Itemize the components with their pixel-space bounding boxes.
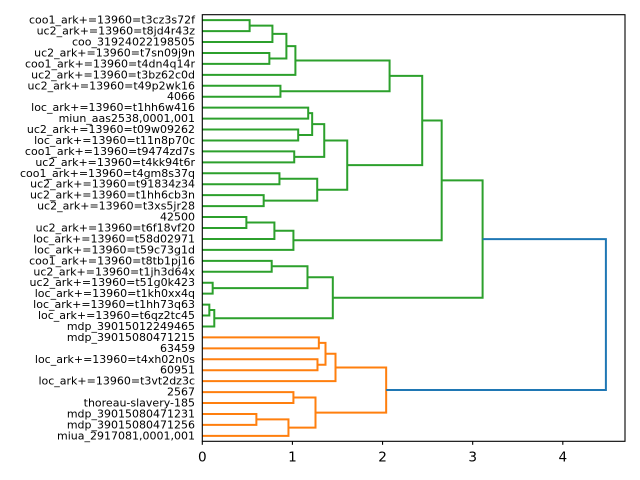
leaf-label: uc2_ark+=13960=t1jh3d64x [33,265,195,278]
dendrogram-link [214,276,334,320]
leaf-labels: coo1_ark+=13960=t3cz3s72fuc2_ark+=13960=… [20,14,196,443]
leaf-label: loc_ark+=13960=t1hh73q63 [33,298,195,311]
leaf-label: uc2_ark+=13960=t7sn09j9n [34,46,195,59]
dendrogram-link [212,265,309,290]
leaf-label: uc2_ark+=13960=t4kk94t6r [35,156,195,169]
dendrogram-link [202,221,276,240]
dendrogram-link [202,45,297,76]
dendrogram-link [202,51,271,65]
dendrogram-link [202,418,290,437]
dendrogram-link [202,19,251,33]
leaf-label: coo1_ark+=13960=t4gm8s37q [20,167,195,180]
leaf-label: uc2_ark+=13960=t8jd4r43z [37,25,196,38]
dendrogram-link [202,352,337,383]
leaf-label: coo1_ark+=13960=t3cz3s72f [29,14,196,27]
dendrogram-link [202,309,216,328]
leaf-label: 63459 [160,342,195,355]
leaf-label: mdp_39015080471231 [67,407,195,420]
x-tick-label: 2 [378,449,387,465]
dendrogram-link [202,150,296,164]
leaf-label: loc_ark+=13960=t6qz2tc45 [38,309,195,322]
leaf-label: loc_ark+=13960=t4xh02n0s [35,353,195,366]
leaf-label: loc_ark+=13960=t59c73g1d [34,243,195,256]
axes-frame [201,14,626,442]
dendrogram-link [202,194,265,208]
dendrogram-link [202,128,300,142]
x-tick-label: 0 [198,449,207,465]
leaf-label: thoreau-slavery-185 [84,397,195,410]
leaf-label: uc2_ark+=13960=t3bz62c0d [31,68,195,81]
leaf-label: uc2_ark+=13960=t3xs5jr28 [37,200,195,213]
leaf-label: loc_ark+=13960=t58d02971 [33,232,195,245]
leaf-label: uc2_ark+=13960=t1hh6cb3n [30,189,195,202]
leaf-label: uc2_ark+=13960=t49p2wk16 [28,79,195,92]
leaf-label: uc2_ark+=13960=t09w09262 [27,123,195,136]
leaf-label: miua_2917081,0001,001 [57,429,195,442]
leaf-label: uc2_ark+=13960=t6f18vf20 [36,222,195,235]
leaf-label: mdp_39015080471215 [67,331,195,344]
dendrogram-link [202,229,295,251]
leaf-label: mdp_39015080471256 [67,418,195,431]
dendrogram-link [386,238,607,392]
dendrogram-link [202,106,310,120]
dendrogram-link [269,32,288,60]
leaf-label: loc_ark+=13960=t1hh6w416 [31,101,195,114]
x-tick-label: 3 [468,449,477,465]
leaf-label: 42500 [160,211,195,224]
leaf-label: loc_ark+=13960=t3vt2dz3c [38,375,195,388]
dendrogram-link [202,358,319,372]
dendrogram-link [202,391,295,405]
dendrogram-link [294,123,326,158]
leaf-label: coo1_ark+=13960=t9474zd7s [25,145,195,158]
leaf-label: miun_aas2538,0001,001 [59,112,195,125]
x-tick-label: 1 [288,449,297,465]
leaf-label: coo1_ark+=13960=t8tb1pj16 [29,254,195,267]
x-tick-label: 4 [558,449,567,465]
leaf-label: coo1_ark+=13960=t4dn4q14r [25,57,196,70]
leaf-label: coo_31924022198505 [72,36,195,49]
leaf-label: loc_ark+=13960=t1kh0xx4q [35,287,195,300]
leaf-label: 2567 [167,386,195,399]
dendrogram-link [202,336,320,350]
dendrogram-links [202,19,607,437]
leaf-label: uc2_ark+=13960=t51g0k423 [30,276,195,289]
leaf-label: 4066 [167,90,195,103]
dendrogram-link [347,74,424,167]
leaf-label: loc_ark+=13960=t11n8p70c [34,134,195,147]
x-axis: 0 1 2 3 4 [198,441,567,465]
leaf-label: 60951 [160,364,195,377]
dendrogram-link [263,177,319,202]
leaf-label: mdp_39015012249465 [67,320,195,333]
leaf-label: uc2_ark+=13960=t91834z34 [30,178,195,191]
